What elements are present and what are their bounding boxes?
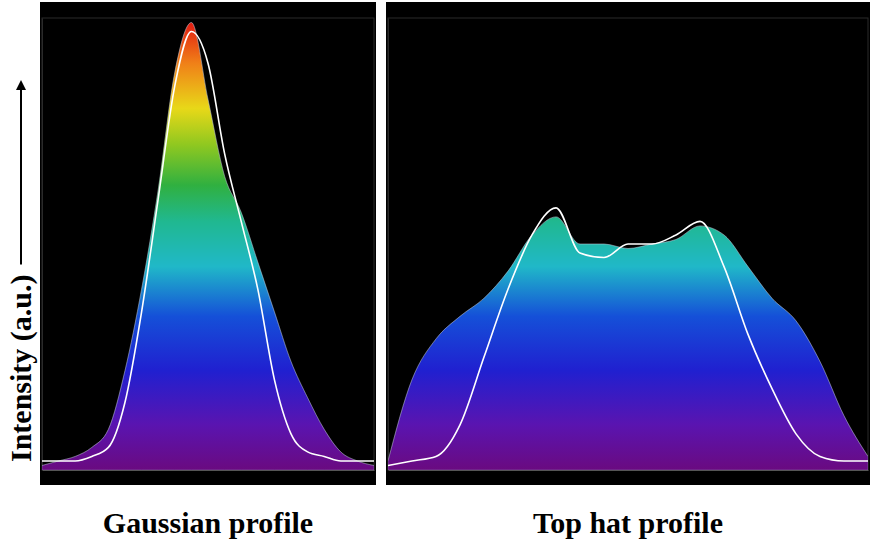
cross-section-line [388, 208, 868, 466]
x-axis-line [43, 470, 375, 471]
x-axis-line [389, 470, 869, 471]
y-axis-line [388, 19, 389, 471]
x-axis-title: Top hat profile [533, 506, 723, 539]
plot-frame [42, 18, 374, 470]
panel [40, 2, 376, 485]
x-axis-title: Gaussian profile [103, 506, 313, 539]
x-axis [389, 470, 869, 471]
panel-background [386, 2, 870, 485]
marks [42, 23, 374, 470]
profile-area [42, 23, 374, 470]
cross-section-line [42, 32, 374, 461]
profile-edge [42, 23, 374, 466]
y-axis [42, 19, 43, 471]
profile-area [388, 217, 868, 470]
panel [386, 2, 870, 485]
panel-background [40, 2, 376, 485]
y-axis-line [42, 19, 43, 471]
figure: Gaussian profile Intensity (a.u.) Top hat … [0, 0, 875, 549]
y-axis [388, 19, 389, 471]
axis-arrow-head [16, 80, 26, 90]
marks [388, 208, 868, 470]
axis-arrow [20, 86, 22, 264]
plot-frame [388, 18, 868, 470]
x-axis [43, 470, 375, 471]
y-axis-title: Intensity (a.u.) [4, 274, 38, 462]
